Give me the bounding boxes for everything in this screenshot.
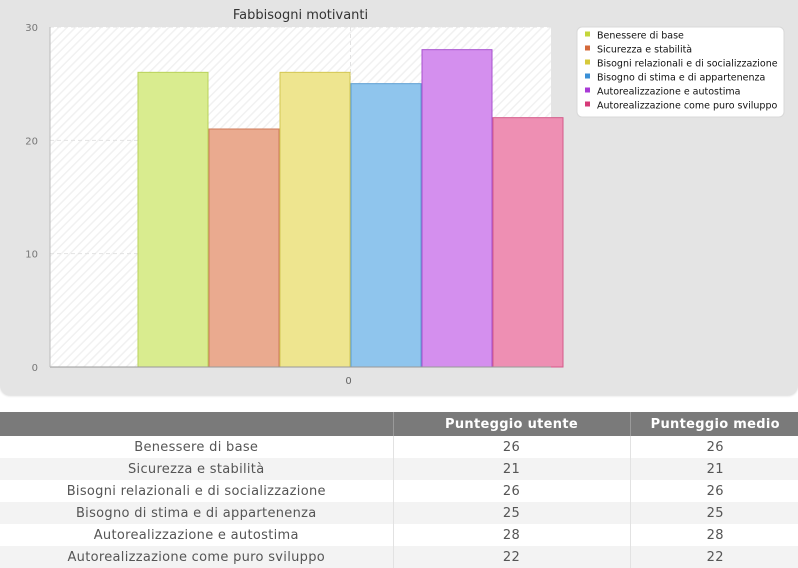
scores-table: Punteggio utente Punteggio medio Benesse…	[0, 412, 798, 568]
row-average-score: 22	[629, 546, 798, 568]
legend-label: Autorealizzazione come puro sviluppo	[597, 101, 777, 112]
legend-swatch	[585, 73, 590, 79]
bar	[208, 128, 280, 368]
legend-label: Bisogno di stima e di appartenenza	[597, 73, 765, 84]
table-row: Autorealizzazione come puro sviluppo 22 …	[0, 546, 798, 568]
y-tick-label: 10	[25, 250, 38, 261]
row-label: Benessere di base	[0, 436, 393, 458]
bar	[350, 83, 422, 368]
header-user-score: Punteggio utente	[392, 412, 630, 436]
table-row: Bisogni relazionali e di socializzazione…	[0, 480, 798, 502]
row-user-score: 21	[392, 458, 630, 480]
row-label: Bisogni relazionali e di socializzazione	[0, 480, 393, 502]
row-average-score: 21	[629, 458, 798, 480]
row-label: Autorealizzazione e autostima	[0, 524, 393, 546]
row-user-score: 26	[392, 480, 630, 502]
bar	[492, 117, 564, 368]
bar	[279, 71, 351, 368]
bar	[137, 71, 209, 368]
legend-swatch	[585, 101, 590, 107]
y-tick-label: 20	[25, 136, 38, 147]
y-tick-label: 0	[32, 363, 38, 374]
legend-swatch	[585, 31, 590, 37]
row-average-score: 25	[629, 502, 798, 524]
y-tick-label: 30	[25, 23, 38, 34]
chart-title: Fabbisogni motivanti	[233, 8, 368, 23]
row-average-score: 28	[629, 524, 798, 546]
header-label	[0, 412, 393, 436]
legend-label: Sicurezza e stabilità	[597, 45, 692, 56]
row-user-score: 22	[392, 546, 630, 568]
table-row: Bisogno di stima e di appartenenza 25 25	[0, 502, 798, 524]
row-user-score: 28	[392, 524, 630, 546]
row-user-score: 25	[392, 502, 630, 524]
legend-label: Benessere di base	[597, 31, 684, 42]
row-label: Sicurezza e stabilità	[0, 458, 393, 480]
x-tick-label: 0	[345, 376, 351, 387]
row-average-score: 26	[629, 436, 798, 458]
legend-label: Bisogni relazionali e di socializzazione	[597, 59, 778, 70]
legend-box	[576, 26, 785, 118]
legend-swatch	[585, 87, 590, 93]
row-user-score: 26	[392, 436, 630, 458]
row-average-score: 26	[629, 480, 798, 502]
legend-label: Autorealizzazione e autostima	[597, 87, 740, 98]
chart-panel: Fabbisogni motivanti 0 10 20 30 0 Benessere di…	[0, 0, 798, 395]
legend-swatch	[585, 59, 590, 65]
table-row: Sicurezza e stabilità 21 21	[0, 458, 798, 480]
row-label: Bisogno di stima e di appartenenza	[0, 502, 393, 524]
header-average-score: Punteggio medio	[629, 412, 798, 436]
row-label: Autorealizzazione come puro sviluppo	[0, 546, 393, 568]
legend-swatch	[585, 45, 590, 51]
table-row: Benessere di base 26 26	[0, 436, 798, 458]
table-row: Autorealizzazione e autostima 28 28	[0, 524, 798, 546]
bar	[421, 49, 493, 368]
table-header-row: Punteggio utente Punteggio medio	[0, 412, 798, 436]
bar-chart: Fabbisogni motivanti 0 10 20 30 0 Benessere di…	[25, 8, 785, 387]
